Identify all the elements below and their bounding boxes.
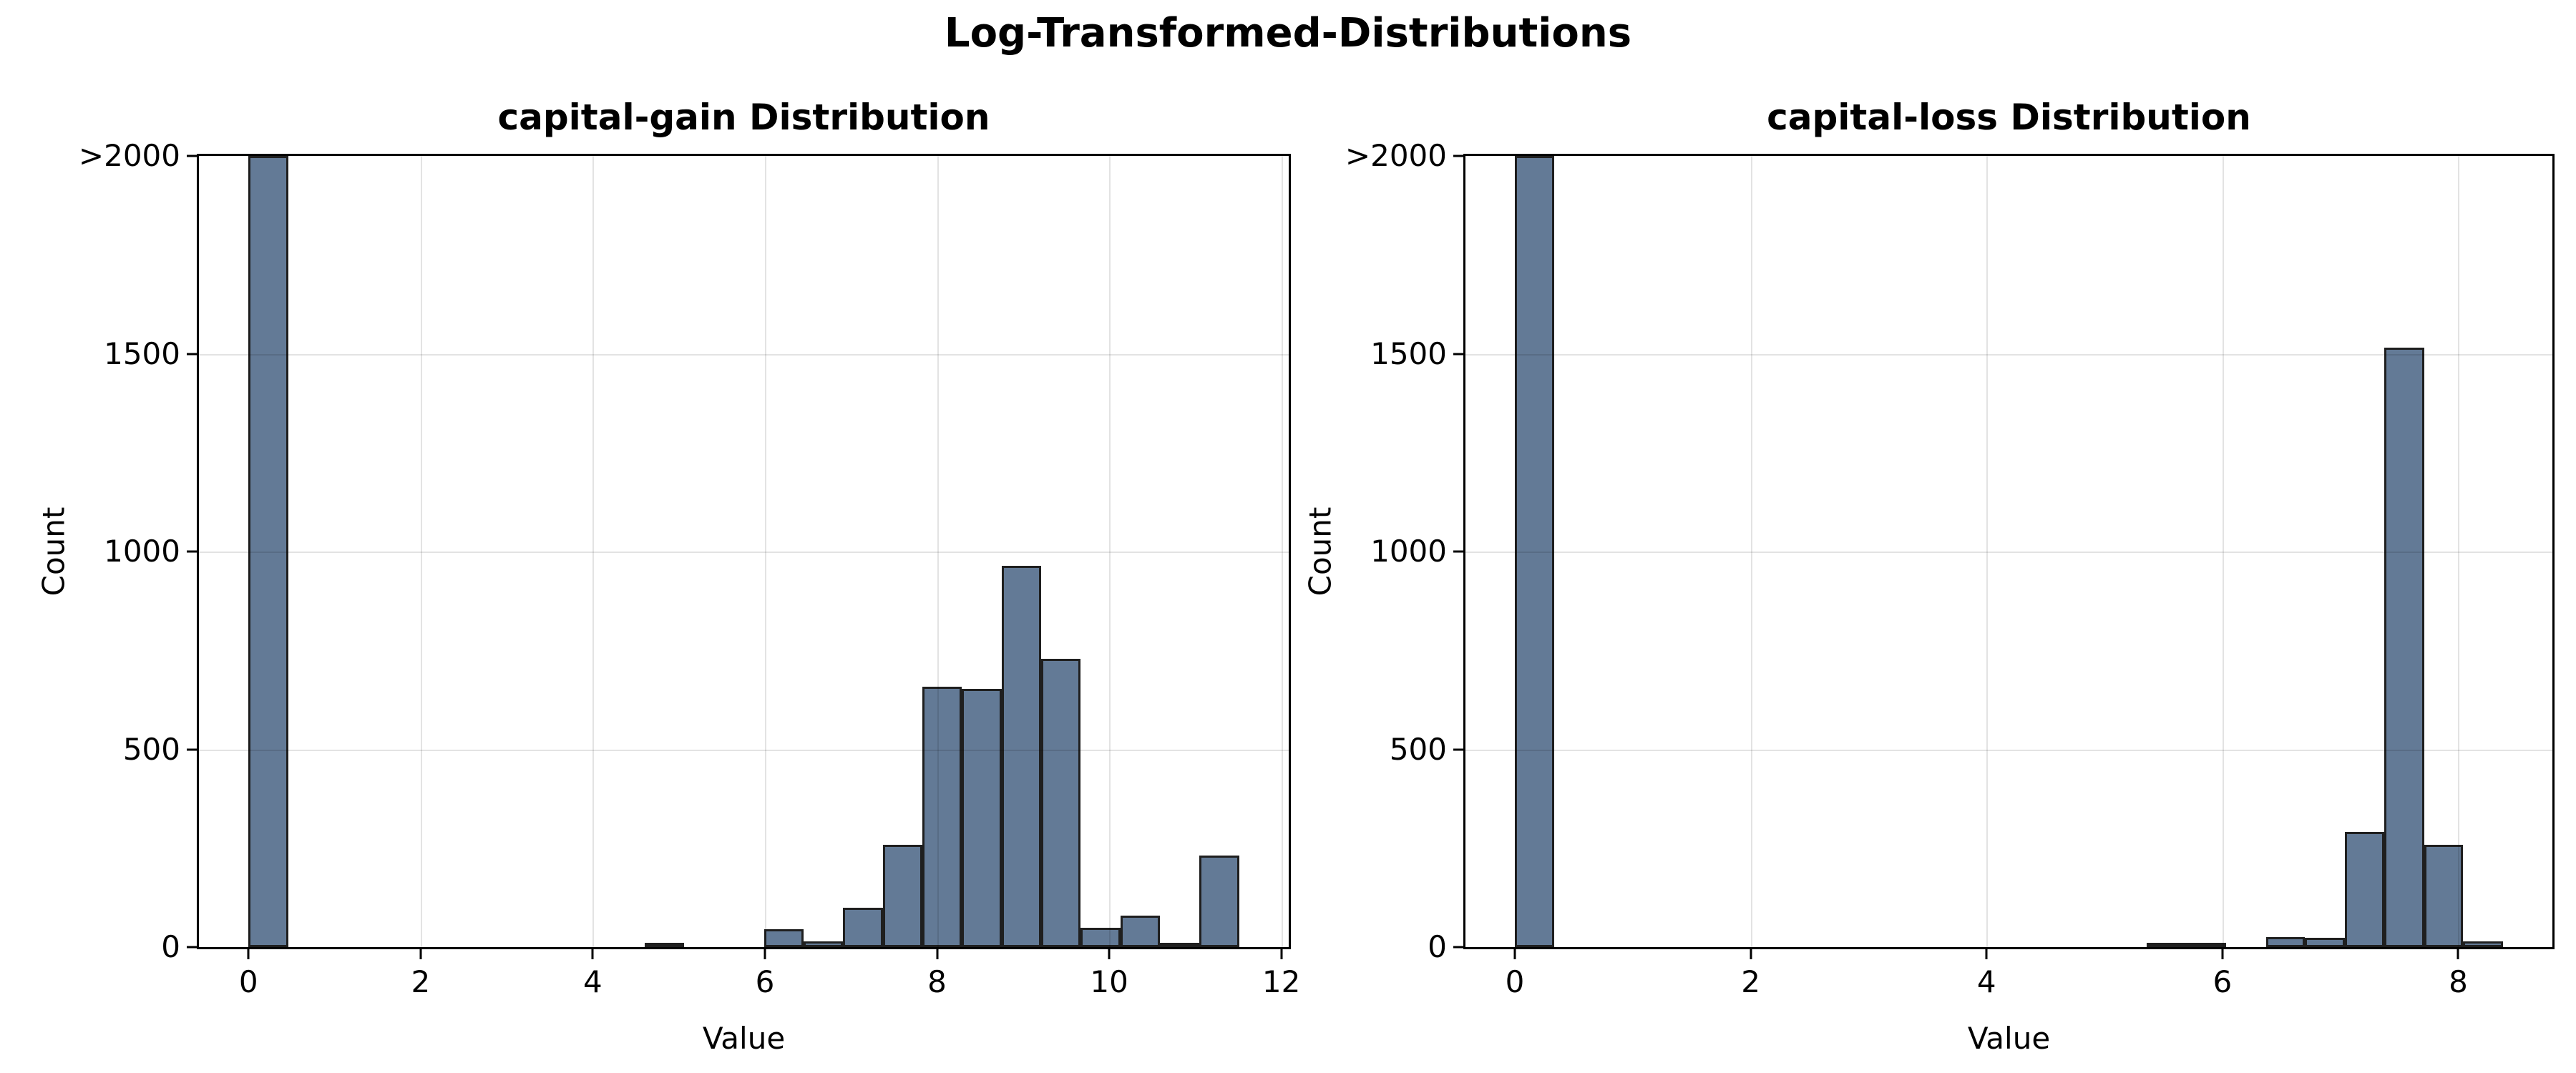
- x-axis-label: Value: [1967, 1021, 2051, 1056]
- gridline-vertical: [1281, 156, 1283, 947]
- histogram-bar: [2187, 943, 2226, 947]
- figure-suptitle: Log-Transformed-Distributions: [944, 10, 1632, 57]
- plot-area: 0 2 4 6 8 0 500 1000 1500 >2000: [1345, 141, 2555, 997]
- histogram-bar: [1001, 566, 1042, 947]
- gridline-horizontal: [199, 552, 1289, 553]
- histogram-bar: [962, 689, 1002, 947]
- histogram-bar: [804, 941, 844, 947]
- y-axis-label: Count: [36, 506, 72, 597]
- histogram-bar: [2265, 936, 2306, 947]
- x-tick-label: 4: [583, 964, 602, 999]
- gridline-vertical: [764, 156, 766, 947]
- x-tick-label: 12: [1262, 964, 1301, 999]
- y-tick-label: 1000: [1370, 534, 1447, 569]
- y-tick-mark: [1453, 550, 1465, 553]
- gridline-horizontal: [199, 749, 1289, 751]
- y-tick-label: 1000: [104, 534, 180, 569]
- y-tick-mark: [187, 748, 199, 750]
- histogram-bar: [1080, 928, 1121, 947]
- gridline-vertical: [1515, 156, 1517, 947]
- histogram-bar: [2147, 943, 2187, 947]
- y-tick-mark: [187, 353, 199, 355]
- x-tick-mark: [1108, 947, 1111, 959]
- gridline-vertical: [1109, 156, 1111, 947]
- x-tick-mark: [1985, 947, 1988, 959]
- x-axis-label: Value: [702, 1021, 786, 1056]
- y-tick-label: 0: [161, 929, 180, 964]
- histogram-bar: [1120, 915, 1161, 947]
- x-tick-label: 6: [2212, 964, 2233, 999]
- y-tick-mark: [187, 155, 199, 157]
- x-tick-mark: [591, 947, 594, 959]
- gridline-horizontal: [199, 353, 1289, 356]
- histogram-bar: [2305, 937, 2346, 947]
- x-tick-mark: [1513, 947, 1516, 959]
- x-tick-mark: [1750, 947, 1752, 959]
- x-tick-label: 0: [1505, 964, 1525, 999]
- y-tick-label: >2000: [78, 138, 180, 173]
- histogram-bar: [2384, 347, 2424, 947]
- x-tick-label: 2: [411, 964, 431, 999]
- histogram-bar: [843, 908, 883, 947]
- y-axis-label: Count: [1302, 506, 1338, 597]
- histogram-bar: [1515, 156, 1555, 947]
- histogram-bar: [248, 156, 288, 947]
- gridline-vertical: [420, 156, 422, 947]
- y-tick-mark: [1453, 155, 1465, 157]
- gridline-horizontal: [1465, 353, 2552, 356]
- y-tick-label: 500: [122, 731, 180, 767]
- x-tick-mark: [247, 947, 250, 959]
- x-tick-label: 10: [1090, 964, 1128, 999]
- x-tick-mark: [419, 947, 422, 959]
- y-tick-mark: [1453, 946, 1465, 949]
- subplot-capital-loss: capital-loss Distribution Count Value 0 2…: [1303, 97, 2555, 1056]
- plot-area: 0 2 4 6 8 10 12 0 500 1000 1500 >2000: [79, 141, 1300, 997]
- x-tick-label: 0: [238, 964, 258, 999]
- histogram-bar: [882, 845, 923, 947]
- histogram-bar: [1041, 658, 1081, 947]
- x-tick-mark: [763, 947, 766, 959]
- gridline-vertical: [1750, 156, 1752, 947]
- x-tick-mark: [2221, 947, 2224, 959]
- y-tick-label: 1500: [104, 335, 180, 371]
- x-tick-label: 4: [1976, 964, 1996, 999]
- subplot-capital-gain: capital-gain Distribution Count Value 0 2…: [36, 97, 1301, 1056]
- subplot-title: capital-loss Distribution: [1767, 97, 2251, 138]
- x-tick-mark: [936, 947, 939, 959]
- histogram-bar: [1199, 855, 1239, 947]
- x-tick-label: 6: [755, 964, 775, 999]
- gridline-vertical: [2458, 156, 2460, 947]
- gridline-vertical: [937, 156, 939, 947]
- histogram-bar: [2424, 845, 2464, 947]
- y-tick-mark: [1453, 353, 1465, 355]
- histogram-bar: [922, 686, 962, 947]
- gridline-vertical: [248, 156, 250, 947]
- y-tick-label: 0: [1428, 929, 1447, 964]
- x-tick-mark: [1280, 947, 1283, 959]
- y-tick-label: >2000: [1345, 138, 1447, 173]
- histogram-bar: [1160, 943, 1200, 947]
- gridline-vertical: [1986, 156, 1989, 947]
- histogram-bar: [2463, 941, 2504, 947]
- gridline-vertical: [2222, 156, 2224, 947]
- subplot-title: capital-gain Distribution: [497, 97, 990, 138]
- histogram-bar: [2345, 831, 2384, 947]
- gridline-horizontal: [1465, 749, 2552, 751]
- histogram-bar: [763, 929, 804, 947]
- y-tick-label: 1500: [1370, 335, 1447, 371]
- gridline-horizontal: [1465, 552, 2552, 553]
- histogram-bar: [644, 943, 684, 947]
- y-tick-mark: [1453, 748, 1465, 750]
- x-tick-label: 2: [1741, 964, 1761, 999]
- y-tick-mark: [187, 550, 199, 553]
- x-tick-label: 8: [927, 964, 947, 999]
- gridline-vertical: [592, 156, 595, 947]
- x-tick-label: 8: [2449, 964, 2468, 999]
- y-tick-mark: [187, 946, 199, 949]
- x-tick-mark: [2457, 947, 2459, 959]
- y-tick-label: 500: [1389, 731, 1447, 767]
